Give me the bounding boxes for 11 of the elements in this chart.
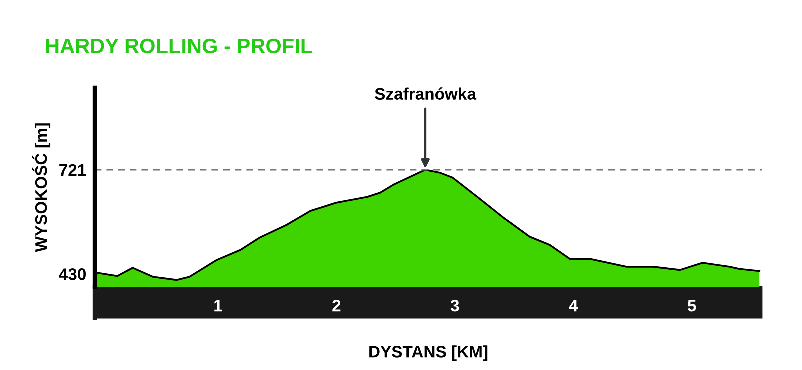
x-tick-label: 4 — [569, 300, 578, 312]
y-tick-label: 721 — [60, 164, 86, 176]
y-axis-title: WYSOKOŚĆ [m] — [32, 124, 51, 252]
x-tick-label: 1 — [214, 300, 222, 312]
y-tick-label: 430 — [59, 268, 86, 280]
x-axis-title: DYSTANS [KM] — [370, 346, 488, 362]
x-tick-label: 3 — [450, 300, 460, 312]
chart-title: HARDY ROLLING - PROFIL — [46, 38, 312, 54]
x-tick-label: 5 — [688, 300, 696, 312]
x-tick-label: 2 — [332, 300, 341, 312]
annotation: Szafranówka — [375, 88, 477, 100]
